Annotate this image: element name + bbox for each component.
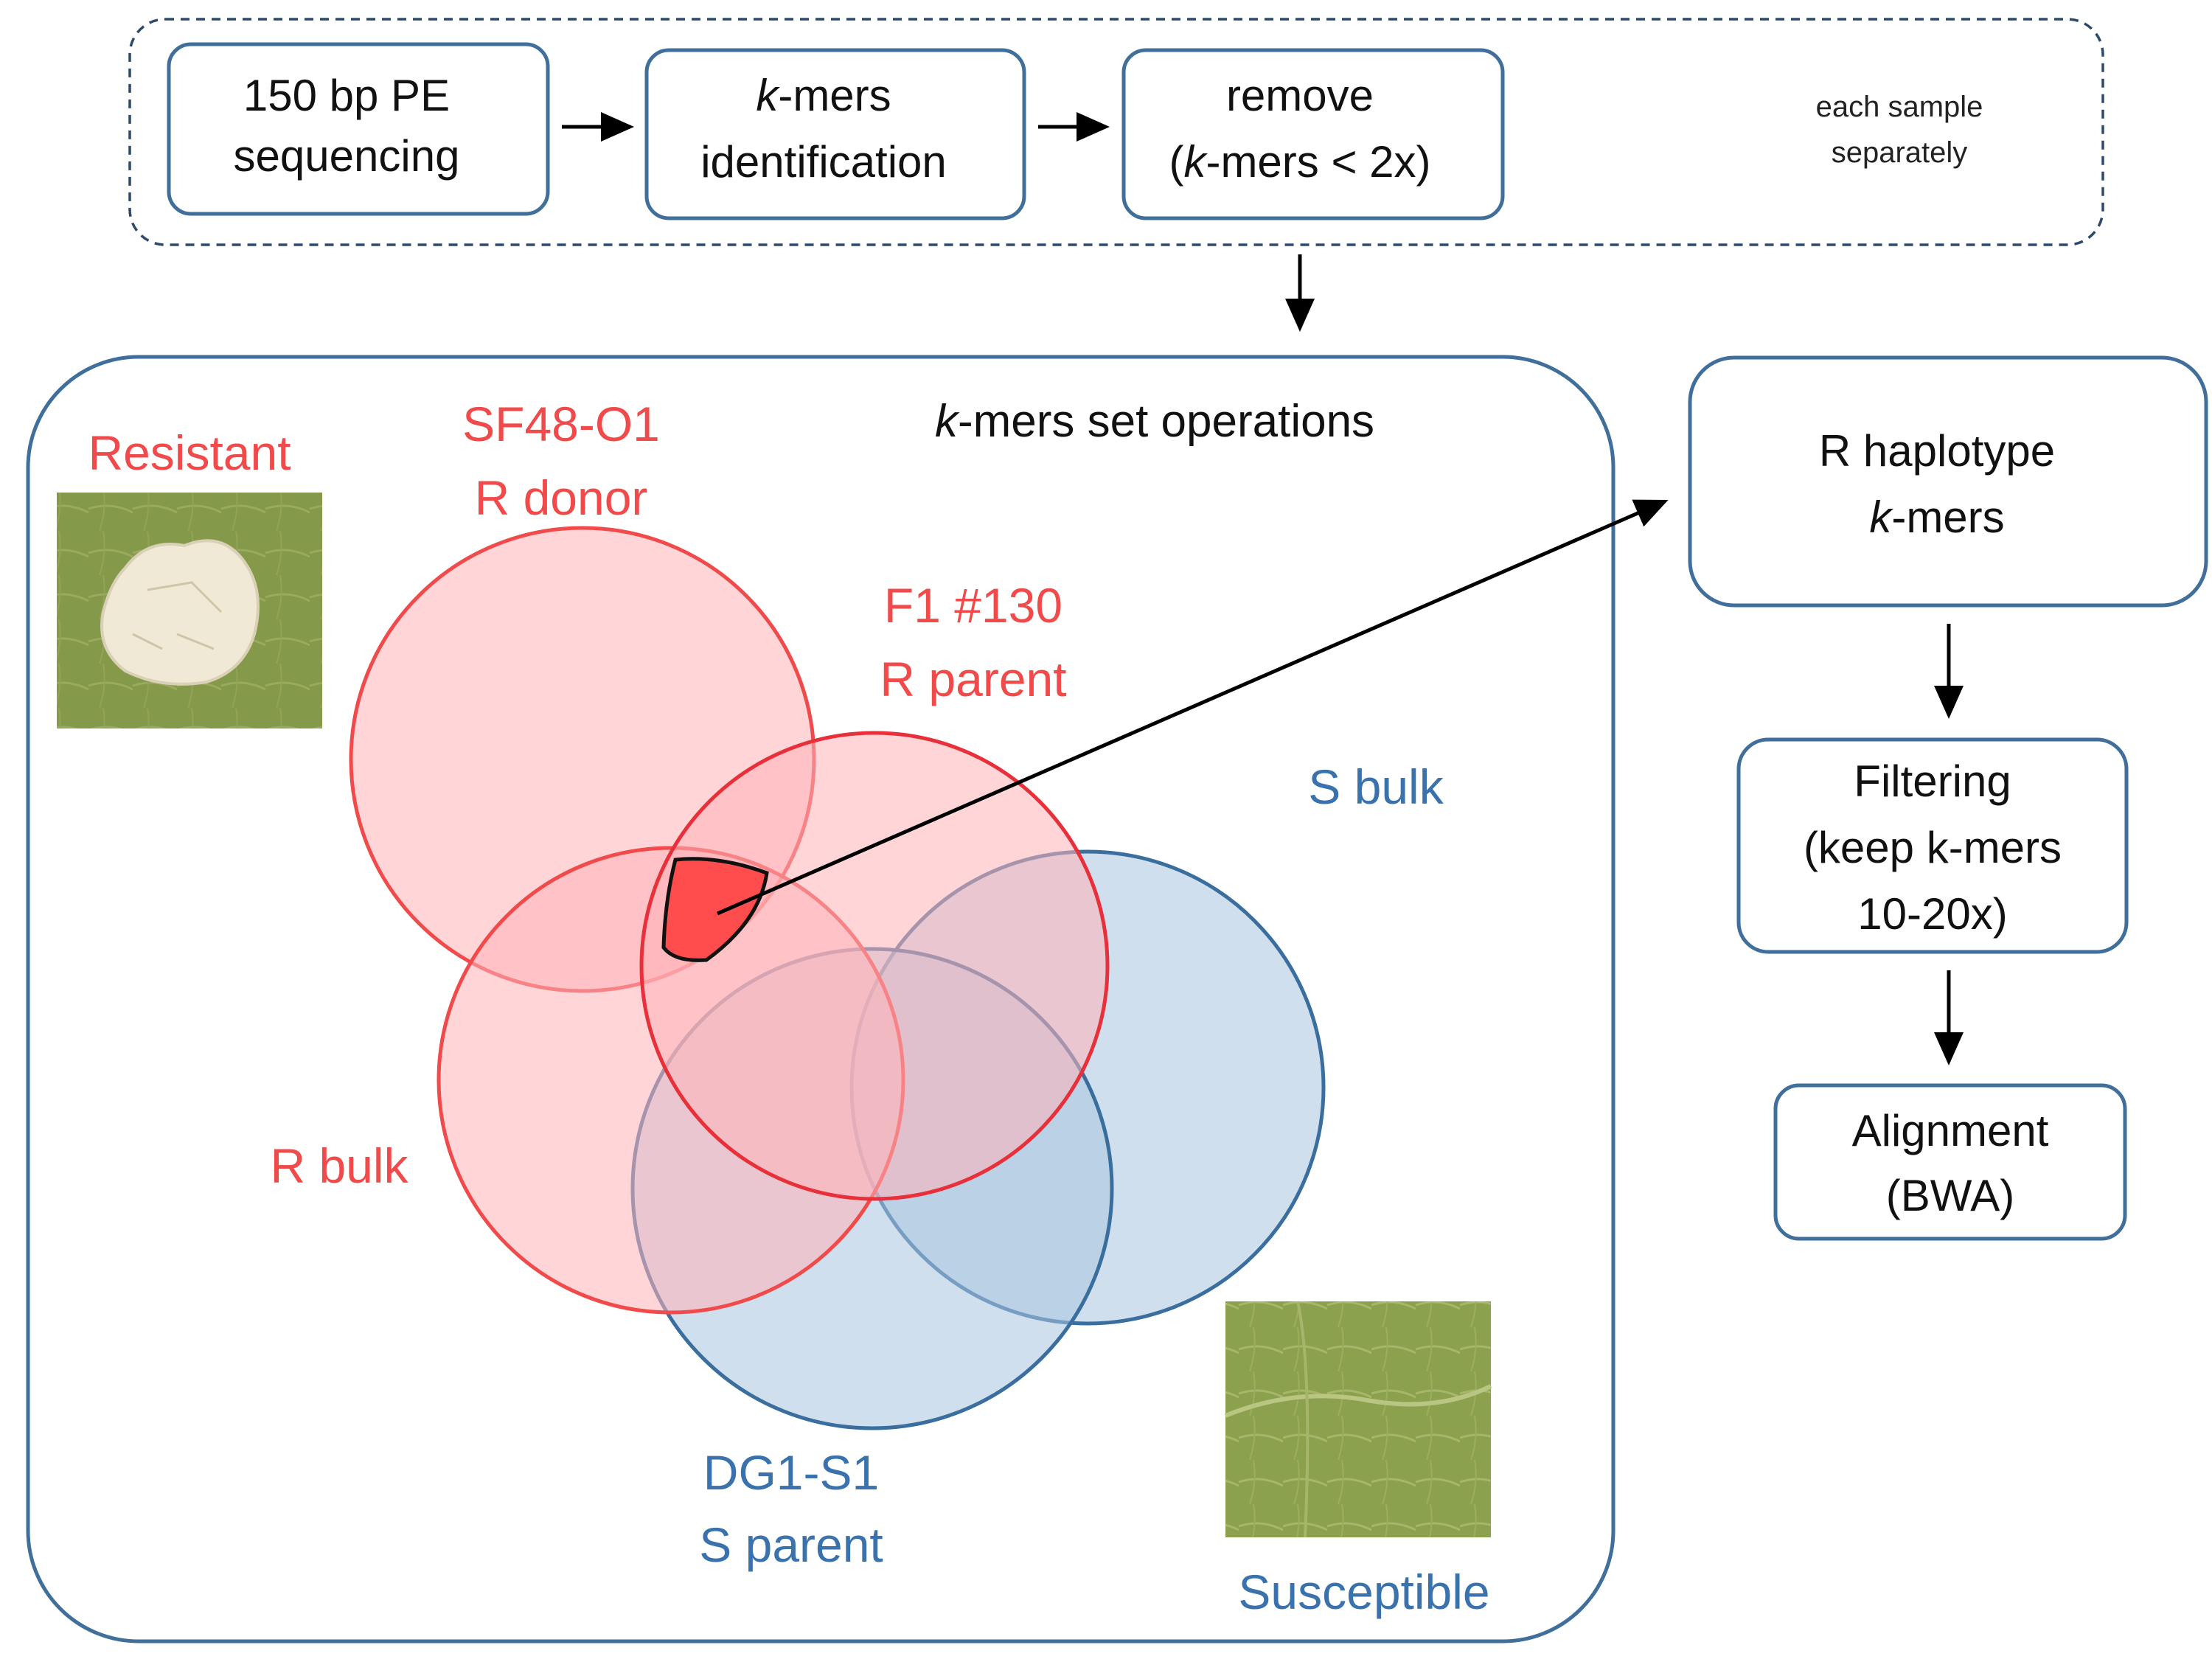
r-haplotype-region <box>661 857 769 962</box>
remove-step-line1: remove <box>1226 71 1374 120</box>
s-bulk-label: S bulk <box>1308 759 1444 814</box>
filtering-line3: 10-20x) <box>1857 889 2007 939</box>
alignment-line2: (BWA) <box>1886 1171 2014 1220</box>
arrow-region-to-haplotype <box>717 499 1669 916</box>
sequencing-step-line2: sequencing <box>234 131 460 181</box>
haplotype-kmers-box: R haplotype k-mers <box>1688 355 2208 608</box>
kmer-identification-line1: k-mers <box>756 71 891 120</box>
note-line2: separately <box>1832 136 1968 169</box>
sequencing-step-box: 150 bp PE sequencing <box>167 42 550 216</box>
filtering-box: Filtering (keep k-mers 10-20x) <box>1736 737 2129 954</box>
sequencing-step-line1: 150 bp PE <box>243 71 450 120</box>
remove-low-kmers-step-box: remove (k-mers < 2x) <box>1121 48 1505 220</box>
resistant-leaf-photo <box>57 493 322 728</box>
kmer-identification-line2: identification <box>700 137 947 187</box>
f1-parent-circle <box>639 731 1110 1201</box>
haplotype-line2: k-mers <box>1869 493 2004 542</box>
pipeline-group: 150 bp PE sequencing k-mers identificati… <box>128 18 2104 246</box>
pipeline-container <box>128 18 2104 246</box>
f1-label-line2: R parent <box>880 652 1066 706</box>
s-parent-label-line1: DG1-S1 <box>703 1445 879 1500</box>
set-operations-container <box>26 355 1615 1644</box>
r-donor-label-line1: SF48-O1 <box>462 397 660 451</box>
resistant-label: Resistant <box>88 425 291 480</box>
susceptible-label: Susceptible <box>1238 1565 1489 1619</box>
alignment-line1: Alignment <box>1852 1106 2049 1155</box>
f1-label-line1: F1 #130 <box>884 578 1062 633</box>
r-bulk-label: R bulk <box>270 1138 408 1193</box>
r-donor-label-line2: R donor <box>475 470 648 525</box>
venn-diagram <box>349 526 1326 1430</box>
kmer-identification-step-box: k-mers identification <box>644 48 1026 220</box>
remove-step-line2: (k-mers < 2x) <box>1169 137 1430 187</box>
filtering-line1: Filtering <box>1854 757 2011 806</box>
s-parent-label-line2: S parent <box>699 1517 883 1572</box>
susceptible-leaf-photo <box>1224 1301 1492 1538</box>
alignment-box: Alignment (BWA) <box>1773 1083 2127 1241</box>
filtering-line2: (keep k-mers <box>1804 823 2062 872</box>
note-line1: each sample <box>1816 91 1983 123</box>
set-operations-title: k-mers set operations <box>935 396 1374 447</box>
haplotype-line1: R haplotype <box>1819 426 2055 476</box>
